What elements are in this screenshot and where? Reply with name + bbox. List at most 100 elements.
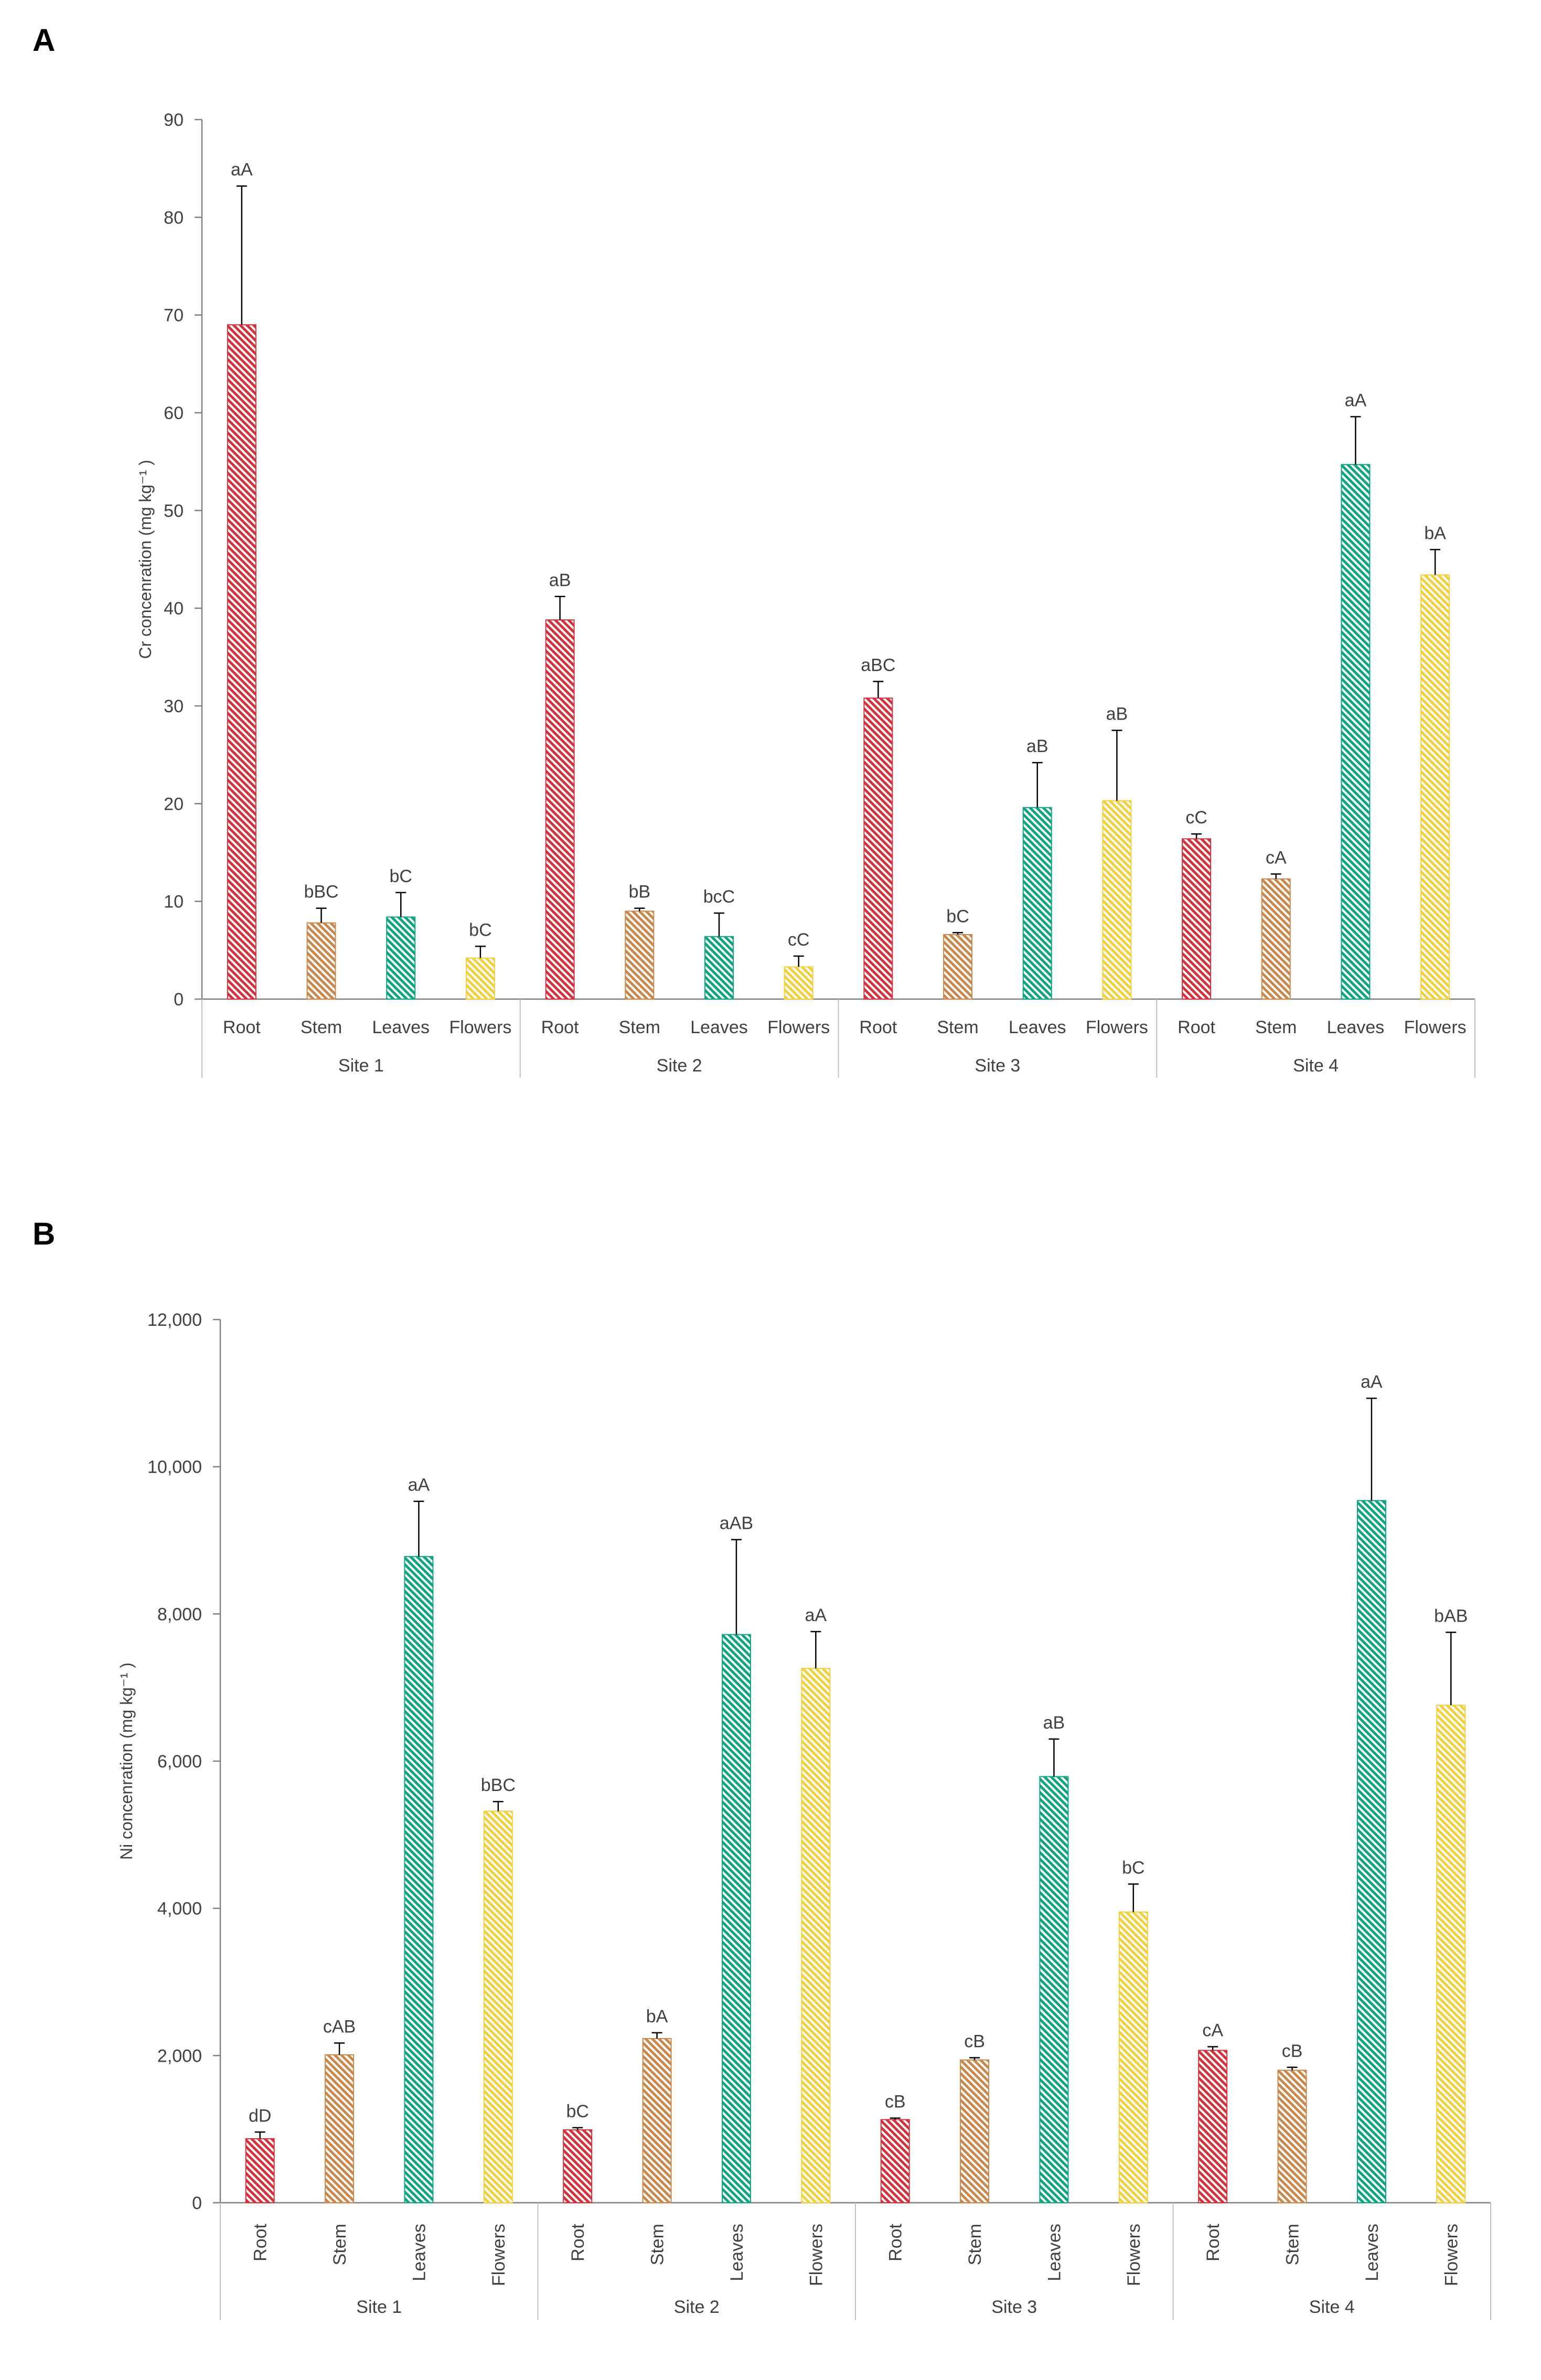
group-label: Site 1	[356, 2297, 402, 2317]
x-tick-label: Leaves	[372, 1017, 430, 1037]
significance-label: aB	[1043, 1713, 1065, 1733]
x-tick-label: Flowers	[1086, 1017, 1148, 1037]
significance-label: bBC	[481, 1775, 516, 1795]
group-label: Site 4	[1293, 1056, 1339, 1076]
group-label: Site 3	[991, 2297, 1037, 2317]
significance-label: aA	[1345, 390, 1367, 410]
y-tick-label: 6,000	[157, 1752, 202, 1772]
bar	[483, 1810, 513, 2204]
y-tick-label: 0	[174, 990, 184, 1010]
x-tick-label: Leaves	[1009, 1017, 1066, 1037]
y-tick-label: 90	[164, 110, 184, 130]
x-tick-label: Flowers	[1441, 2224, 1461, 2286]
significance-label: aB	[1026, 736, 1048, 756]
x-tick-label: Root	[223, 1017, 261, 1037]
bar	[306, 922, 336, 1000]
significance-label: aBC	[861, 655, 895, 675]
bar	[1277, 2070, 1307, 2203]
bar	[227, 324, 256, 1000]
bar	[943, 934, 973, 1000]
y-tick-label: 50	[164, 501, 184, 521]
x-tick-label: Stem	[648, 2224, 668, 2265]
significance-label: bC	[1122, 1858, 1144, 1878]
significance-label: cB	[885, 2092, 906, 2112]
chart-a: 0 10 20 30 40 50 60 70 80 90 Cr concenration (mg k…	[136, 110, 1475, 1078]
significance-label: aA	[1361, 1372, 1383, 1392]
x-tick-label: Leaves	[1362, 2224, 1382, 2281]
x-tick-label: Root	[541, 1017, 579, 1037]
significance-label: bC	[389, 866, 412, 886]
x-tick-label: Flowers	[806, 2224, 826, 2286]
x-tick-label: Leaves	[1327, 1017, 1385, 1037]
significance-label: aA	[408, 1475, 430, 1495]
x-tick-label: Stem	[937, 1017, 978, 1037]
bar	[1341, 464, 1371, 1000]
bar	[1118, 1911, 1148, 2203]
x-tick-label: Leaves	[727, 2224, 747, 2281]
significance-label: bC	[566, 2102, 588, 2121]
x-tick-label: Stem	[1283, 2224, 1303, 2265]
significance-label: aB	[1106, 704, 1128, 724]
x-tick-label: Root	[886, 2223, 906, 2261]
significance-label: cA	[1202, 2020, 1223, 2040]
significance-label: aA	[805, 1605, 827, 1625]
bar	[325, 2054, 355, 2203]
bar	[404, 1556, 434, 2203]
x-tick-label: Stem	[619, 1017, 660, 1037]
y-tick-label: 20	[164, 794, 184, 814]
bar	[1436, 1704, 1466, 2203]
y-tick-label: 10	[164, 892, 184, 912]
significance-label: dD	[249, 2106, 271, 2126]
y-tick-label: 30	[164, 696, 184, 716]
bar	[801, 1668, 831, 2203]
x-tick-label: Flowers	[1404, 1017, 1467, 1037]
x-tick-label: Flowers	[767, 1017, 830, 1037]
significance-label: aB	[549, 570, 571, 590]
x-tick-label: Stem	[330, 2224, 350, 2265]
x-tick-label: Flowers	[489, 2224, 509, 2286]
y-tick-label: 0	[192, 2193, 202, 2213]
x-tick-label: Root	[251, 2223, 271, 2261]
panel-label-a: A	[33, 23, 56, 58]
x-tick-label: Leaves	[1044, 2224, 1064, 2281]
bar	[1356, 1500, 1386, 2203]
significance-label: bBC	[304, 882, 338, 902]
bar	[1039, 1776, 1069, 2203]
x-tick-label: Stem	[965, 2224, 985, 2265]
bar	[1420, 574, 1450, 1000]
x-tick-label: Leaves	[409, 2224, 429, 2281]
bar	[1198, 2050, 1228, 2203]
significance-label: bB	[628, 882, 650, 902]
bar	[625, 910, 655, 1000]
y-tick-label: 80	[164, 208, 184, 228]
group-label: Site 2	[674, 2297, 720, 2317]
y-tick-label: 4,000	[157, 1899, 202, 1919]
group-label: Site 2	[657, 1056, 702, 1076]
y-tick-label: 40	[164, 599, 184, 619]
significance-label: cB	[964, 2032, 985, 2052]
significance-label: aAB	[720, 1514, 753, 1534]
bar	[465, 957, 495, 1000]
y-axis-label: Ni concenration (mg kg⁻¹ )	[117, 1663, 136, 1860]
group-label: Site 3	[975, 1056, 1020, 1076]
bar	[880, 2119, 910, 2203]
x-tick-label: Root	[859, 1017, 897, 1037]
significance-label: cC	[788, 930, 810, 950]
bar	[863, 698, 893, 1000]
bar	[960, 2059, 990, 2204]
x-tick-label: Stem	[1255, 1017, 1297, 1037]
significance-label: bAB	[1434, 1606, 1468, 1626]
x-tick-label: Stem	[301, 1017, 342, 1037]
bar	[721, 1634, 751, 2203]
significance-label: bA	[1424, 523, 1446, 543]
bar	[245, 2138, 275, 2203]
significance-label: bA	[646, 2007, 668, 2027]
bar	[784, 966, 814, 1000]
bar	[1182, 838, 1212, 1000]
y-tick-label: 70	[164, 306, 184, 326]
bar	[1102, 800, 1132, 1000]
y-tick-label: 10,000	[147, 1457, 202, 1477]
significance-label: bcC	[703, 887, 735, 907]
x-tick-label: Root	[1203, 2223, 1223, 2261]
